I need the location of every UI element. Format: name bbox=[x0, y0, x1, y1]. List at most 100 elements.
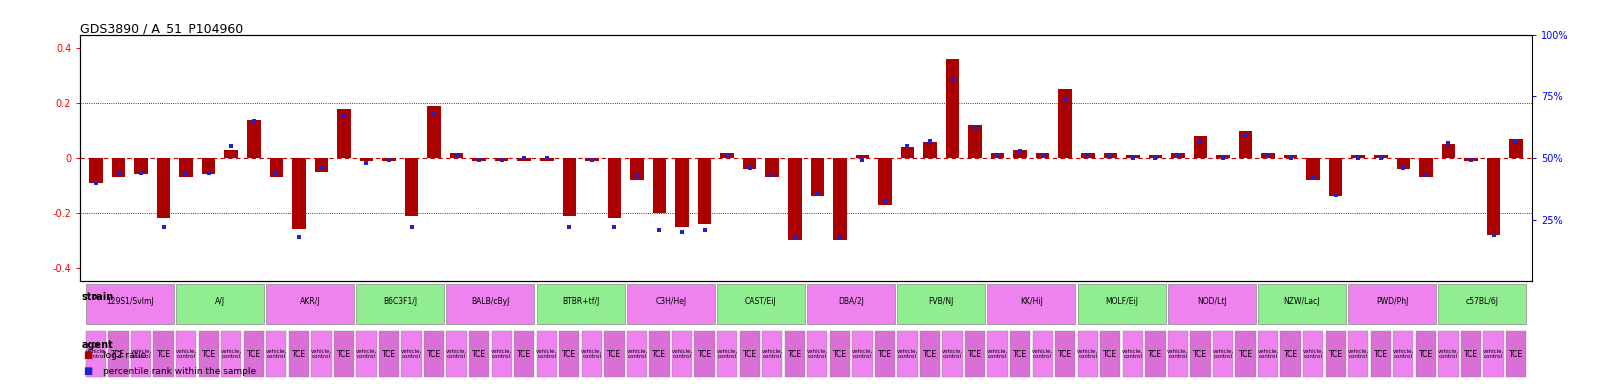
Bar bbox=[585, 158, 598, 161]
FancyBboxPatch shape bbox=[1347, 331, 1368, 377]
Text: vehicle,
control: vehicle, control bbox=[986, 349, 1009, 359]
Bar bbox=[563, 158, 576, 215]
Bar bbox=[675, 158, 688, 227]
FancyBboxPatch shape bbox=[334, 331, 354, 377]
Bar bbox=[1036, 152, 1049, 158]
FancyBboxPatch shape bbox=[311, 331, 332, 377]
FancyBboxPatch shape bbox=[537, 284, 624, 324]
Text: TCE: TCE bbox=[1509, 349, 1524, 359]
Bar bbox=[496, 158, 508, 161]
FancyBboxPatch shape bbox=[1439, 284, 1525, 324]
Text: vehicle,
control: vehicle, control bbox=[356, 349, 377, 359]
Text: BTBR+tf/J: BTBR+tf/J bbox=[561, 297, 600, 306]
Text: BALB/cByJ: BALB/cByJ bbox=[472, 297, 510, 306]
Text: TCE: TCE bbox=[157, 349, 170, 359]
Text: strain: strain bbox=[82, 292, 114, 302]
Bar bbox=[157, 158, 170, 218]
FancyBboxPatch shape bbox=[1190, 331, 1211, 377]
Bar bbox=[473, 158, 486, 161]
FancyBboxPatch shape bbox=[1302, 331, 1323, 377]
FancyBboxPatch shape bbox=[1100, 331, 1121, 377]
FancyBboxPatch shape bbox=[1213, 331, 1233, 377]
Text: vehicle,
control: vehicle, control bbox=[942, 349, 962, 359]
Bar bbox=[1487, 158, 1500, 235]
FancyBboxPatch shape bbox=[695, 331, 715, 377]
Bar bbox=[1464, 158, 1477, 161]
Text: TCE: TCE bbox=[202, 349, 217, 359]
FancyBboxPatch shape bbox=[1461, 331, 1480, 377]
FancyBboxPatch shape bbox=[356, 331, 377, 377]
Text: vehicle,
control: vehicle, control bbox=[807, 349, 828, 359]
Bar bbox=[404, 158, 419, 215]
Text: vehicle,
control: vehicle, control bbox=[130, 349, 152, 359]
Bar bbox=[269, 158, 282, 177]
Text: percentile rank within the sample: percentile rank within the sample bbox=[103, 367, 255, 376]
FancyBboxPatch shape bbox=[515, 331, 534, 377]
Text: FVB/NJ: FVB/NJ bbox=[929, 297, 954, 306]
Text: TCE: TCE bbox=[1059, 349, 1073, 359]
Text: TCE: TCE bbox=[1014, 349, 1027, 359]
Bar bbox=[653, 158, 666, 213]
FancyBboxPatch shape bbox=[1033, 331, 1052, 377]
FancyBboxPatch shape bbox=[807, 331, 828, 377]
Bar bbox=[1283, 155, 1298, 158]
Bar bbox=[359, 158, 374, 161]
Text: TCE: TCE bbox=[743, 349, 757, 359]
FancyBboxPatch shape bbox=[1506, 331, 1525, 377]
Text: agent: agent bbox=[82, 340, 112, 350]
Bar bbox=[946, 59, 959, 158]
Bar bbox=[877, 158, 892, 205]
Text: vehicle,
control: vehicle, control bbox=[1078, 349, 1099, 359]
Text: KK/HiJ: KK/HiJ bbox=[1020, 297, 1043, 306]
Text: vehicle,
control: vehicle, control bbox=[1392, 349, 1415, 359]
FancyBboxPatch shape bbox=[289, 331, 310, 377]
FancyBboxPatch shape bbox=[132, 331, 151, 377]
Text: vehicle,
control: vehicle, control bbox=[446, 349, 467, 359]
Text: vehicle,
control: vehicle, control bbox=[762, 349, 783, 359]
Bar bbox=[1442, 144, 1455, 158]
Bar bbox=[1104, 152, 1116, 158]
FancyBboxPatch shape bbox=[1168, 284, 1256, 324]
Text: TCE: TCE bbox=[1104, 349, 1118, 359]
Bar bbox=[314, 158, 329, 172]
Bar bbox=[969, 125, 982, 158]
FancyBboxPatch shape bbox=[423, 331, 444, 377]
FancyBboxPatch shape bbox=[1078, 284, 1166, 324]
Bar bbox=[1126, 155, 1139, 158]
FancyBboxPatch shape bbox=[1168, 331, 1189, 377]
Text: TCE: TCE bbox=[788, 349, 802, 359]
Bar bbox=[1352, 155, 1365, 158]
Text: TCE: TCE bbox=[922, 349, 937, 359]
Bar bbox=[292, 158, 306, 229]
Bar bbox=[449, 152, 464, 158]
FancyBboxPatch shape bbox=[807, 284, 895, 324]
FancyBboxPatch shape bbox=[672, 331, 693, 377]
Bar bbox=[1081, 152, 1094, 158]
Text: TCE: TCE bbox=[1373, 349, 1387, 359]
Text: vehicle,
control: vehicle, control bbox=[1347, 349, 1368, 359]
Text: TCE: TCE bbox=[1193, 349, 1208, 359]
Text: TCE: TCE bbox=[967, 349, 982, 359]
Text: TCE: TCE bbox=[472, 349, 486, 359]
FancyBboxPatch shape bbox=[1145, 331, 1166, 377]
FancyBboxPatch shape bbox=[401, 331, 422, 377]
Bar bbox=[901, 147, 914, 158]
Bar bbox=[630, 158, 643, 180]
FancyBboxPatch shape bbox=[852, 331, 873, 377]
FancyBboxPatch shape bbox=[379, 331, 399, 377]
FancyBboxPatch shape bbox=[1325, 331, 1346, 377]
Text: 129S1/SvImJ: 129S1/SvImJ bbox=[106, 297, 154, 306]
FancyBboxPatch shape bbox=[1011, 331, 1030, 377]
Bar bbox=[991, 152, 1004, 158]
FancyBboxPatch shape bbox=[627, 331, 646, 377]
Bar bbox=[247, 119, 260, 158]
Text: vehicle,
control: vehicle, control bbox=[401, 349, 422, 359]
Bar bbox=[1216, 155, 1230, 158]
Text: vehicle,
control: vehicle, control bbox=[1437, 349, 1460, 359]
Text: AKR/J: AKR/J bbox=[300, 297, 321, 306]
Text: TCE: TCE bbox=[1420, 349, 1432, 359]
FancyBboxPatch shape bbox=[627, 284, 715, 324]
FancyBboxPatch shape bbox=[829, 331, 850, 377]
Text: vehicle,
control: vehicle, control bbox=[672, 349, 693, 359]
Bar bbox=[337, 109, 351, 158]
